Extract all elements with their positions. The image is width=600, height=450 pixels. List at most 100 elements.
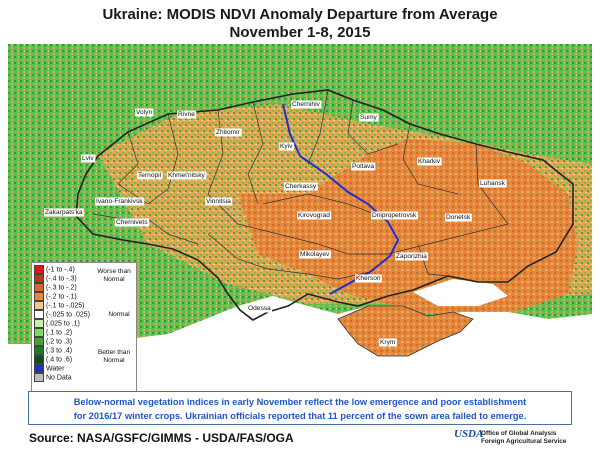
oblast-label: Chernihiv: [292, 101, 321, 108]
usda-logo: USDA: [454, 428, 484, 440]
legend-label: (.1 to .2): [46, 329, 73, 337]
legend-item: (.025 to .1): [34, 319, 80, 328]
legend-item: (-.4 to -.3): [34, 274, 77, 283]
oblast-label: Vinnitsia: [206, 198, 231, 205]
legend-swatch: [34, 364, 44, 373]
oblast-label-background: [205, 197, 233, 206]
legend-item: (.2 to .3): [34, 337, 72, 346]
oblast-label: Krym: [380, 339, 396, 346]
legend-swatch: [34, 301, 44, 310]
oblast-label: Chernivets: [116, 219, 148, 226]
legend-item: (-1 to -.4): [34, 265, 75, 274]
oblast-label: Kyiv: [280, 143, 293, 150]
legend-swatch: [34, 310, 44, 319]
legend-label: (.2 to .3): [46, 338, 73, 346]
oblast-label-background: [297, 211, 332, 220]
oblast-label-background: [379, 338, 397, 347]
legend-label: (-1 to -.4): [46, 266, 75, 274]
oblast-label-background: [395, 252, 429, 261]
legend-item: (.3 to .4): [34, 346, 72, 355]
oblast-label-background: [95, 197, 145, 206]
oblast-label-background: [299, 250, 332, 259]
oblast-label: Mikolayev: [300, 251, 330, 258]
legend-label: (-.3 to -.2): [46, 284, 77, 292]
oblast-label: Cherkassy: [285, 183, 317, 190]
ndvi-anomaly-map: Volyn Rivne Zhitomir Chernihiv Sumy Kyiv…: [8, 44, 592, 386]
legend-swatch: [34, 292, 44, 301]
oblast-label-background: [177, 110, 197, 119]
oblast-label-background: [44, 208, 84, 217]
oblast-label-background: [167, 171, 207, 180]
legend-label: (.025 to .1): [46, 320, 80, 328]
legend-label: (-.1 to -.025): [46, 302, 85, 310]
legend-swatch: [34, 373, 44, 382]
legend-item: Water: [34, 364, 64, 373]
oblast-label: Odessa: [248, 305, 271, 312]
caption-line-1: Below-normal vegetation indices in early…: [73, 397, 527, 407]
oblast-label-background: [359, 113, 379, 122]
legend-label: (.4 to .6): [46, 356, 73, 364]
usda-agency-block: USDA Office of Global Analysis Foreign A…: [454, 428, 594, 448]
oblast-labels: Volyn Rivne Zhitomir Chernihiv Sumy Kyiv…: [44, 100, 507, 347]
legend-item: (.1 to .2): [34, 328, 72, 337]
oblast-label-background: [417, 157, 442, 166]
legend-label: No Data: [46, 374, 72, 382]
oblast-label-background: [479, 179, 507, 188]
legend-label: (-.2 to -.1): [46, 293, 77, 301]
legend-item: No Data: [34, 373, 72, 382]
oblast-label: Zakarpats'ka: [45, 209, 83, 216]
legend-item: (-.025 to .025): [34, 310, 90, 319]
agency-line-1: Office of Global Analysis: [481, 430, 557, 437]
legend-label: (.3 to .4): [46, 347, 73, 355]
legend-better-note: Better than Normal: [97, 349, 131, 364]
oblast-label-background: [81, 154, 96, 163]
oblast-label-background: [115, 218, 150, 227]
legend-normal-note: Normal: [108, 311, 130, 318]
oblast-label-background: [279, 142, 295, 151]
oblast-label: Sumy: [360, 114, 378, 121]
source-credit: Source: NASA/GSFC/GIMMS - USDA/FAS/OGA: [29, 431, 294, 445]
oblast-label-background: [445, 213, 472, 222]
oblast-label: Ivano-Frankivsk: [96, 198, 143, 205]
legend-item: (-.3 to -.2): [34, 283, 77, 292]
oblast-label: Zaporizhia: [396, 253, 427, 260]
oblast-label: Poltava: [352, 163, 374, 170]
oblast-label: Khmel'nitsky: [168, 172, 206, 179]
legend-swatch: [34, 274, 44, 283]
oblast-label: Rivne: [178, 111, 195, 118]
oblast-label-background: [291, 100, 322, 109]
oblast-label-background: [137, 171, 163, 180]
legend-swatch: [34, 355, 44, 364]
legend-swatch: [34, 319, 44, 328]
oblast-label: Kherson: [356, 275, 381, 282]
oblast-label-background: [135, 108, 154, 117]
sea-of-azov: [413, 279, 508, 306]
oblast-label: Dnipropetrovsk: [372, 212, 417, 219]
oblast-label-background: [284, 182, 318, 191]
legend-worse-note: Worse than Normal: [97, 268, 131, 283]
legend-label: Water: [46, 365, 65, 373]
legend-label: (-.4 to -.3): [46, 275, 77, 283]
agency-line-2: Foreign Agricultural Service: [481, 438, 567, 445]
legend-item: (-.1 to -.025): [34, 301, 85, 310]
oblast-label: Volyn: [136, 109, 152, 116]
oblast-label: Donetsk: [446, 214, 471, 221]
legend-swatch: [34, 328, 44, 337]
oblast-label-background: [351, 162, 376, 171]
map-title: Ukraine: MODIS NDVI Anomaly Departure fr…: [102, 6, 498, 23]
oblast-label-background: [371, 211, 419, 220]
caption-box: Below-normal vegetation indices in early…: [28, 391, 572, 425]
legend: (-1 to -.4) (-.4 to -.3) (-.3 to -.2) (-…: [31, 262, 137, 394]
oblast-label: Luhansk: [480, 180, 506, 187]
legend-item: (.4 to .6): [34, 355, 72, 364]
oblast-label: Lviv: [82, 155, 94, 162]
legend-item: (-.2 to -.1): [34, 292, 77, 301]
legend-swatch: [34, 337, 44, 346]
oblast-label: Ternopil: [138, 172, 162, 179]
caption-line-2: for 2016/17 winter crops. Ukrainian offi…: [73, 411, 527, 421]
crimea-peninsula: [337, 305, 474, 357]
legend-swatch: [34, 346, 44, 355]
oblast-label-background: [355, 274, 382, 283]
oblast-label: Kharkiv: [418, 158, 441, 165]
legend-swatch: [34, 283, 44, 292]
